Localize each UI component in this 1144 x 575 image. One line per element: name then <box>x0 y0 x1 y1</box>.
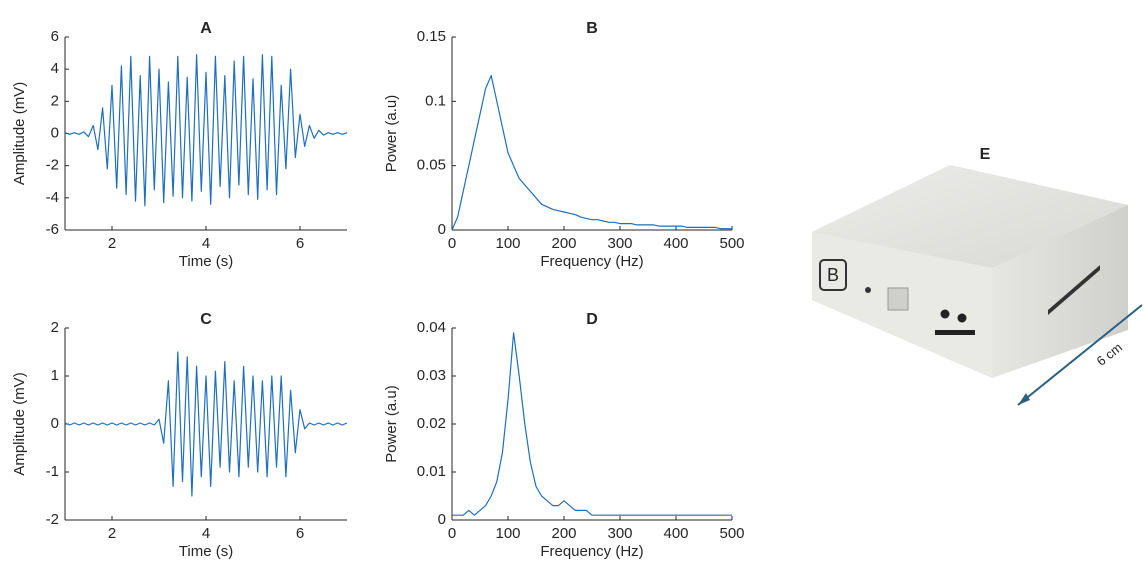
x-tick-label: 500 <box>719 525 744 542</box>
chart-title: B <box>586 20 598 37</box>
x-tick-label: 200 <box>551 525 576 542</box>
device-top <box>812 165 1128 268</box>
x-tick-label: 400 <box>663 235 688 252</box>
y-tick-label: 6 <box>51 28 59 45</box>
y-tick-label: 1 <box>51 367 59 384</box>
y-axis-label: Power (a.u) <box>383 385 400 463</box>
y-tick-label: 0 <box>51 124 59 141</box>
y-tick-label: 0.05 <box>417 157 446 174</box>
led <box>865 287 871 293</box>
x-tick-label: 300 <box>607 235 632 252</box>
x-tick-label: 2 <box>108 525 116 542</box>
x-tick-label: 500 <box>719 235 744 252</box>
device-side <box>992 205 1128 378</box>
x-axis-label: Time (s) <box>179 253 233 270</box>
y-tick-label: 0.03 <box>417 367 446 384</box>
y-tick-label: -1 <box>46 463 59 480</box>
y-tick-label: -2 <box>46 511 59 528</box>
y-tick-label: 4 <box>51 60 59 77</box>
switch <box>887 287 909 311</box>
y-tick-label: 2 <box>51 319 59 336</box>
device-badge <box>819 259 847 291</box>
x-tick-label: 300 <box>607 525 632 542</box>
y-axis-label: Power (a.u) <box>383 95 400 173</box>
x-tick-label: 6 <box>296 525 304 542</box>
y-tick-label: -6 <box>46 221 59 238</box>
device-photo: B 6 cm E <box>812 146 1143 406</box>
x-tick-label: 4 <box>202 235 210 252</box>
dimension-label: 6 cm <box>1094 340 1125 369</box>
device-mark: B <box>827 265 839 285</box>
y-tick-label: 0.02 <box>417 415 446 432</box>
chart-title: C <box>200 311 212 328</box>
x-tick-label: 0 <box>448 235 456 252</box>
y-tick-label: -4 <box>46 189 59 206</box>
x-tick-label: 100 <box>495 525 520 542</box>
port <box>940 309 950 319</box>
signal-line <box>64 351 348 497</box>
x-tick-label: 400 <box>663 525 688 542</box>
x-tick-label: 6 <box>296 235 304 252</box>
y-tick-label: 0 <box>438 511 446 528</box>
port <box>957 313 967 323</box>
y-tick-label: 0.04 <box>417 319 446 336</box>
x-tick-label: 4 <box>202 525 210 542</box>
y-axis-label: Amplitude (mV) <box>11 82 28 185</box>
x-tick-label: 0 <box>448 525 456 542</box>
y-tick-label: 0.15 <box>417 28 446 45</box>
x-tick-label: 100 <box>495 235 520 252</box>
signal-line <box>452 332 732 516</box>
y-tick-label: 0 <box>438 221 446 238</box>
signal-line <box>451 75 732 231</box>
x-tick-label: 2 <box>108 235 116 252</box>
x-axis-label: Frequency (Hz) <box>540 253 643 270</box>
slot <box>935 330 975 335</box>
x-tick-label: 200 <box>551 235 576 252</box>
arrow-head <box>1018 393 1030 405</box>
y-tick-label: 0.01 <box>417 463 446 480</box>
y-tick-label: 2 <box>51 92 59 109</box>
y-tick-label: -2 <box>46 157 59 174</box>
panel-label: E <box>980 146 991 163</box>
x-axis-label: Time (s) <box>179 543 233 560</box>
chart-title: D <box>586 311 598 328</box>
signal-line <box>64 54 348 207</box>
y-tick-label: 0.1 <box>425 92 446 109</box>
y-tick-label: 0 <box>51 415 59 432</box>
y-axis-label: Amplitude (mV) <box>11 372 28 475</box>
x-axis-label: Frequency (Hz) <box>540 543 643 560</box>
side-slot <box>1048 265 1100 315</box>
dimension-arrow <box>1017 304 1143 406</box>
chart-title: A <box>200 20 212 37</box>
